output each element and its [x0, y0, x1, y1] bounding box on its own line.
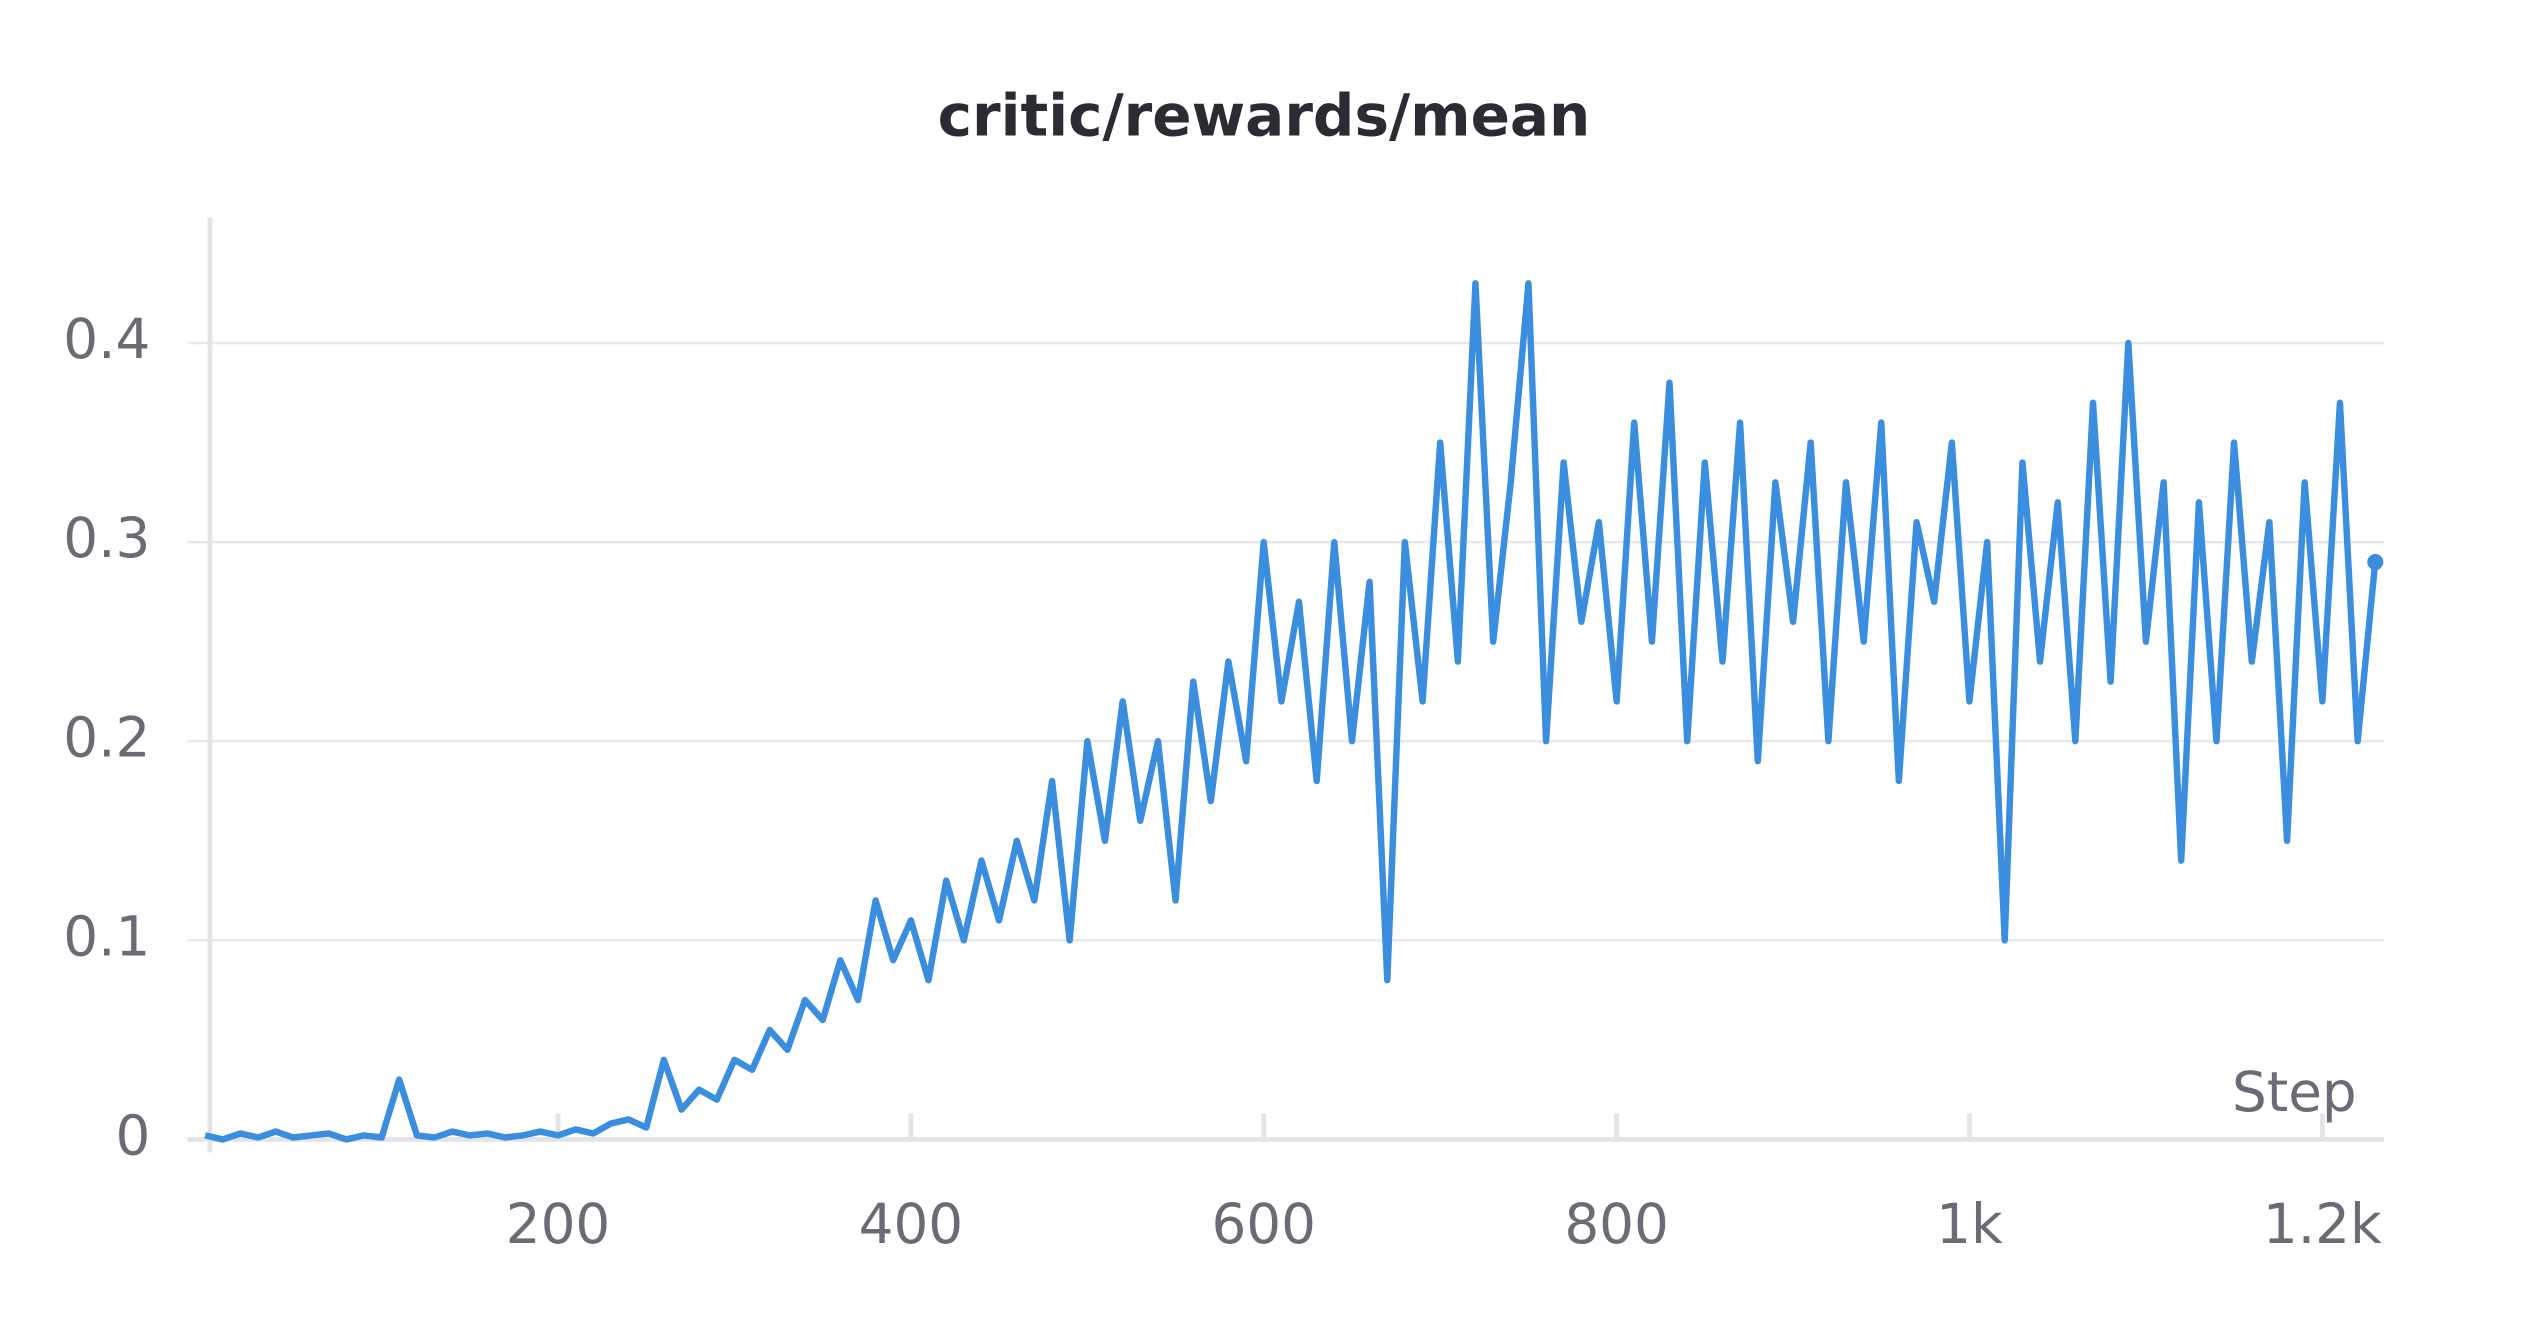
- y-tick-label: 0.3: [63, 506, 150, 570]
- y-tick-label: 0.1: [63, 904, 150, 968]
- y-tick-label: 0.4: [63, 307, 150, 371]
- x-tick-label: 1.2k: [2263, 1192, 2382, 1256]
- last-point: [2367, 553, 2384, 571]
- x-axis-label: Step: [2232, 1060, 2357, 1124]
- x-tick-label: 400: [859, 1192, 964, 1256]
- chart-title: critic/rewards/mean: [938, 81, 1591, 149]
- y-tick-label: 0: [115, 1104, 150, 1168]
- x-tick-label: 800: [1564, 1192, 1669, 1256]
- x-tick-label: 1k: [1936, 1192, 2003, 1256]
- series-line: [204, 280, 2379, 1143]
- y-tick-label: 0.2: [63, 705, 150, 769]
- x-tick-label: 600: [1211, 1192, 1316, 1256]
- x-tick-label: 200: [506, 1192, 611, 1256]
